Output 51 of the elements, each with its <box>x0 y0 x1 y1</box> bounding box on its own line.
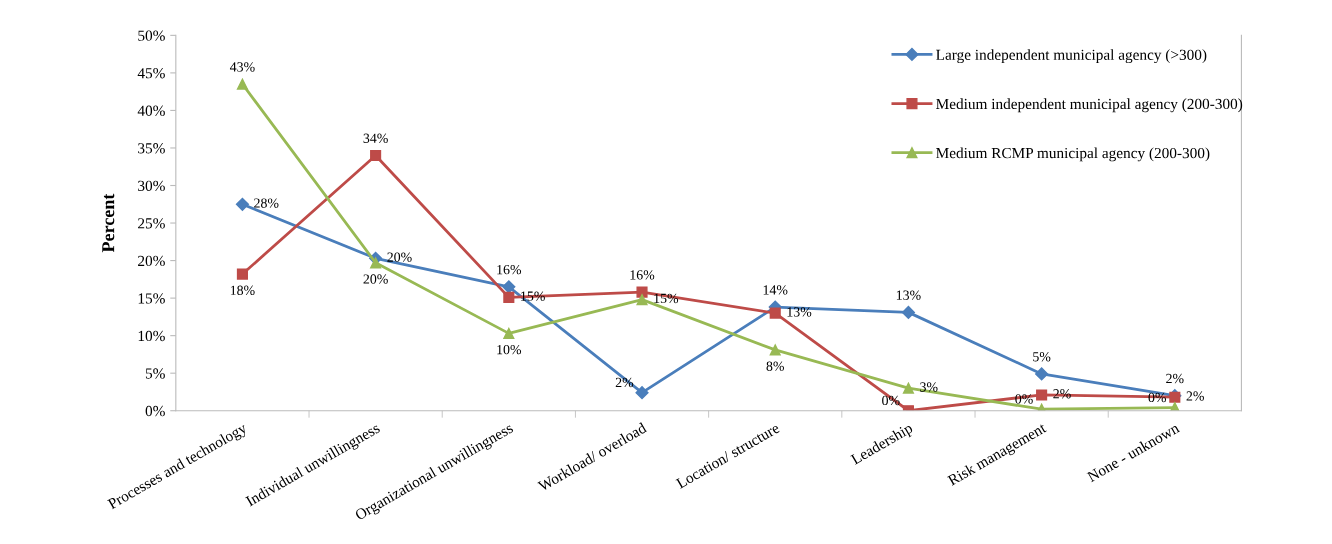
point <box>503 327 515 339</box>
y-tick-label: 5% <box>145 368 165 379</box>
legend-label: Medium RCMP municipal agency (200-300) <box>936 147 1210 162</box>
data-label: 14% <box>763 285 788 295</box>
y-tick-label: 45% <box>137 68 165 79</box>
y-tick-label: 20% <box>138 255 165 267</box>
point <box>769 307 781 319</box>
legend-label: Medium independent municipal agency (200-300) <box>936 98 1243 113</box>
y-tick-label: 35% <box>138 143 165 154</box>
point <box>503 291 515 303</box>
point <box>636 286 648 298</box>
y-tick-label: 10% <box>138 330 165 342</box>
point <box>1035 367 1049 381</box>
data-label: 34% <box>363 133 388 143</box>
data-label: 18% <box>230 285 255 296</box>
point <box>902 382 914 394</box>
data-label: 5% <box>1033 352 1051 362</box>
data-label: 2% <box>1053 389 1071 399</box>
data-label: 3% <box>920 382 938 392</box>
point <box>769 344 781 356</box>
legend-label: Large independent municipal agency (>300) <box>936 49 1207 64</box>
point <box>1036 389 1048 401</box>
data-label: 8% <box>766 361 785 371</box>
point <box>235 197 250 211</box>
y-tick-label: 0% <box>145 405 165 417</box>
y-tick-label: 30% <box>138 180 165 192</box>
data-label: 20% <box>387 252 412 262</box>
point <box>502 280 516 294</box>
data-label: 43% <box>229 62 255 72</box>
data-label: 13% <box>787 307 812 317</box>
point <box>901 305 916 319</box>
data-label: 16% <box>497 264 522 275</box>
data-label: 28% <box>254 198 279 208</box>
data-label: 0% <box>1148 392 1167 403</box>
point <box>635 386 649 400</box>
data-label: 20% <box>363 274 388 284</box>
data-label: 13% <box>896 290 921 300</box>
y-tick-label: 40% <box>137 105 165 116</box>
y-tick-label: 25% <box>138 218 165 229</box>
data-label: 10% <box>497 344 522 355</box>
y-tick-label: 50% <box>138 30 165 41</box>
y-tick-label: 15% <box>138 293 165 304</box>
point <box>236 268 248 280</box>
y-axis-title: Percent <box>102 193 115 253</box>
point <box>236 78 248 90</box>
data-label: 2% <box>1166 373 1184 384</box>
point <box>370 149 382 162</box>
point <box>636 294 648 306</box>
point <box>370 257 382 269</box>
data-label: 2% <box>1186 391 1204 401</box>
data-label: 16% <box>630 270 655 280</box>
